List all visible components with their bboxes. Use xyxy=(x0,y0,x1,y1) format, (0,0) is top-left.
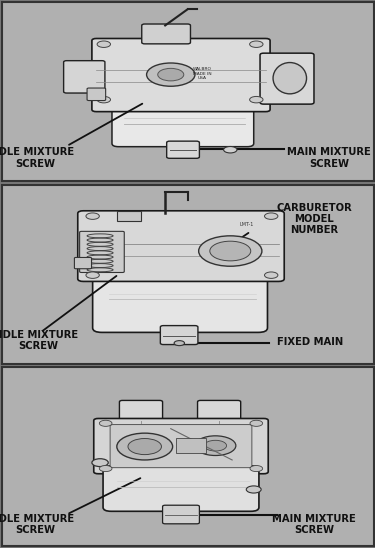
Circle shape xyxy=(250,96,263,103)
Circle shape xyxy=(117,433,172,460)
Circle shape xyxy=(99,420,112,426)
Ellipse shape xyxy=(273,62,306,94)
Circle shape xyxy=(92,459,108,466)
Text: IDLE MIXTURE
SCREW: IDLE MIXTURE SCREW xyxy=(0,330,78,351)
Circle shape xyxy=(97,96,111,103)
FancyBboxPatch shape xyxy=(92,38,270,112)
FancyBboxPatch shape xyxy=(166,141,200,158)
FancyBboxPatch shape xyxy=(160,326,198,345)
Circle shape xyxy=(174,341,184,346)
Circle shape xyxy=(224,146,237,153)
Circle shape xyxy=(250,465,262,472)
Circle shape xyxy=(158,68,184,81)
FancyBboxPatch shape xyxy=(78,211,284,282)
FancyBboxPatch shape xyxy=(87,88,106,100)
FancyBboxPatch shape xyxy=(93,273,267,333)
Circle shape xyxy=(128,438,162,455)
Text: MAIN MIXTURE
SCREW: MAIN MIXTURE SCREW xyxy=(272,514,356,535)
Circle shape xyxy=(86,272,99,278)
FancyBboxPatch shape xyxy=(80,231,124,272)
Text: CARBURETOR
MODEL
NUMBER: CARBURETOR MODEL NUMBER xyxy=(276,203,352,235)
Circle shape xyxy=(86,213,99,219)
FancyBboxPatch shape xyxy=(64,61,105,93)
FancyBboxPatch shape xyxy=(260,53,314,104)
FancyBboxPatch shape xyxy=(94,419,268,473)
FancyBboxPatch shape xyxy=(198,401,241,425)
Circle shape xyxy=(99,465,112,472)
FancyBboxPatch shape xyxy=(103,466,259,511)
Circle shape xyxy=(246,486,261,493)
Text: IDLE MIXTURE
SCREW: IDLE MIXTURE SCREW xyxy=(0,514,75,535)
Circle shape xyxy=(264,213,278,219)
FancyBboxPatch shape xyxy=(142,24,190,44)
Text: MAIN MIXTURE
SCREW: MAIN MIXTURE SCREW xyxy=(287,147,371,168)
Circle shape xyxy=(147,63,195,86)
FancyBboxPatch shape xyxy=(163,505,200,524)
Circle shape xyxy=(264,272,278,278)
Text: WALBRO
MADE IN
USA: WALBRO MADE IN USA xyxy=(193,67,212,80)
Circle shape xyxy=(250,41,263,48)
Text: FIXED MAIN: FIXED MAIN xyxy=(277,336,343,347)
FancyBboxPatch shape xyxy=(112,102,254,147)
Bar xyxy=(117,211,141,221)
FancyBboxPatch shape xyxy=(110,425,252,467)
Circle shape xyxy=(210,241,251,261)
FancyBboxPatch shape xyxy=(119,401,163,425)
Circle shape xyxy=(97,41,111,48)
Bar xyxy=(176,438,206,453)
Circle shape xyxy=(195,436,236,455)
FancyBboxPatch shape xyxy=(74,258,92,269)
Circle shape xyxy=(250,420,262,426)
Text: LMT-1: LMT-1 xyxy=(240,222,254,227)
Circle shape xyxy=(204,440,226,451)
Circle shape xyxy=(199,236,262,266)
Text: IDLE MIXTURE
SCREW: IDLE MIXTURE SCREW xyxy=(0,147,75,168)
